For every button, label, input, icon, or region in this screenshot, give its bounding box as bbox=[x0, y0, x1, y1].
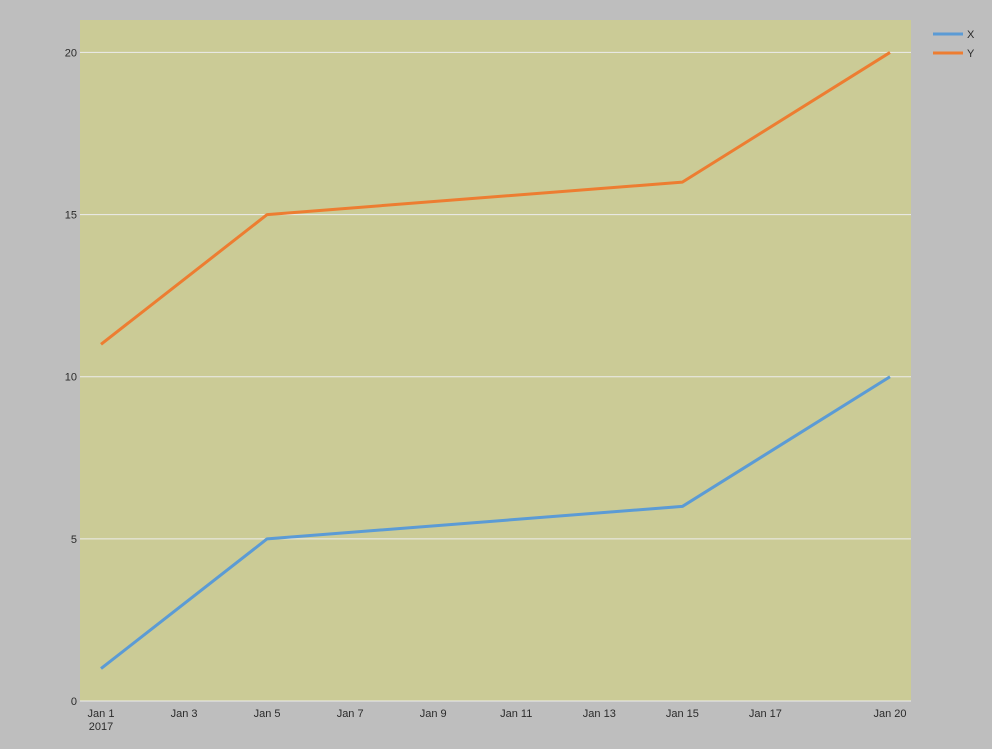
legend: XY bbox=[933, 29, 975, 60]
plot-area bbox=[80, 20, 911, 701]
x-tick-label: Jan 7 bbox=[337, 708, 364, 720]
y-tick-label: 0 bbox=[71, 696, 77, 708]
x-tick-label: Jan 11 bbox=[500, 708, 532, 720]
legend-label-x: X bbox=[967, 29, 975, 41]
y-axis: 0 5 10 15 20 bbox=[65, 47, 77, 708]
y-tick-label: 10 bbox=[65, 372, 77, 384]
y-tick-label: 5 bbox=[71, 534, 77, 546]
series-line-y bbox=[100, 51, 891, 346]
x-tick-sublabel: 2017 bbox=[89, 721, 113, 733]
x-tick-label: Jan 5 bbox=[254, 708, 281, 720]
x-tick-label: Jan 1 bbox=[88, 708, 115, 720]
x-tick-label: Jan 17 bbox=[749, 708, 782, 720]
x-tick-label: Jan 13 bbox=[583, 708, 616, 720]
gridlines bbox=[80, 51, 911, 702]
y-tick-label: 20 bbox=[65, 47, 77, 59]
x-tick-label: Jan 20 bbox=[873, 708, 906, 720]
x-tick-label: Jan 3 bbox=[171, 708, 198, 720]
x-tick-label: Jan 15 bbox=[666, 708, 699, 720]
legend-label-y: Y bbox=[967, 48, 975, 60]
series-lines bbox=[100, 51, 891, 670]
series-line-x bbox=[100, 375, 891, 670]
x-tick-label: Jan 9 bbox=[420, 708, 447, 720]
y-tick-label: 15 bbox=[65, 210, 77, 222]
